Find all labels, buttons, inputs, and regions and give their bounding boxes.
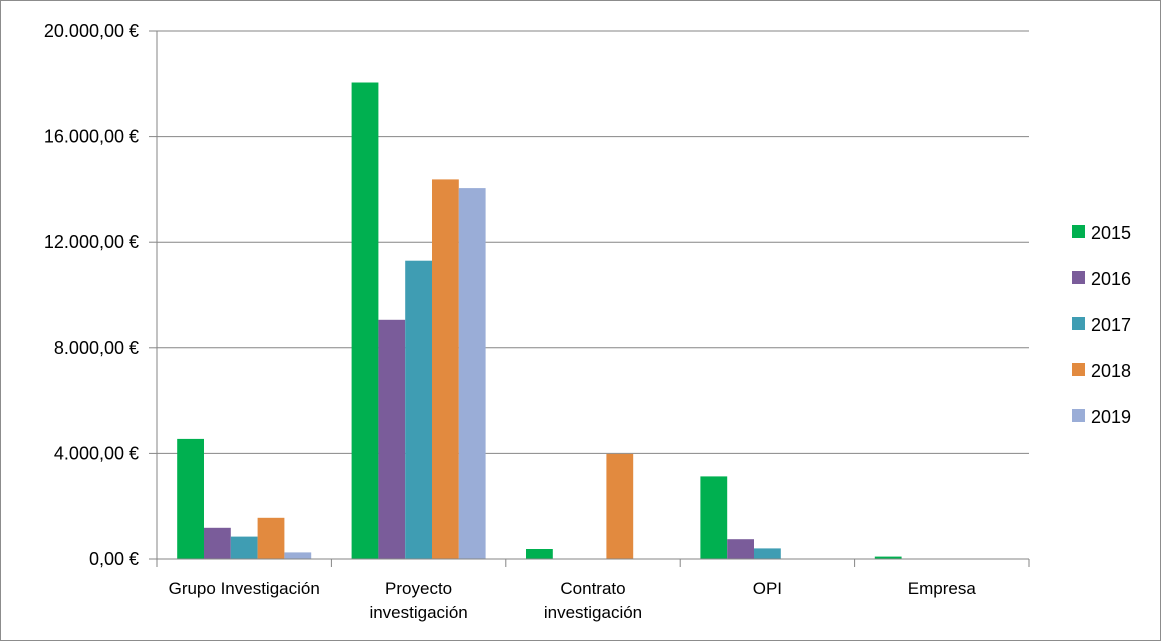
x-category-label: OPI	[753, 579, 782, 598]
bar-2019	[458, 188, 486, 559]
legend-label: 2016	[1091, 269, 1131, 289]
bar-2016	[727, 539, 754, 559]
y-tick-label: 8.000,00 €	[54, 338, 139, 358]
bar-2015	[177, 438, 204, 559]
bars	[177, 82, 902, 559]
x-category-label: Grupo Investigación	[169, 579, 320, 598]
bar-2015	[526, 549, 553, 559]
y-tick-label: 12.000,00 €	[44, 232, 139, 252]
bar-2015	[351, 82, 379, 559]
legend-swatch	[1072, 363, 1085, 376]
legend-label: 2017	[1091, 315, 1131, 335]
x-category-label: Empresa	[908, 579, 977, 598]
bar-2019	[284, 552, 312, 559]
bar-2016	[204, 527, 231, 559]
x-category-label: investigación	[544, 603, 642, 622]
legend-swatch	[1072, 225, 1085, 238]
bar-2017	[230, 536, 258, 559]
legend-label: 2019	[1091, 407, 1131, 427]
bar-2017	[754, 548, 781, 559]
x-category-label: investigación	[369, 603, 467, 622]
x-category-label: Contrato	[560, 579, 625, 598]
x-category-label: Proyecto	[385, 579, 452, 598]
legend-swatch	[1072, 317, 1085, 330]
legend-swatch	[1072, 271, 1085, 284]
bar-2018	[606, 453, 634, 559]
gridlines	[157, 30, 1029, 454]
y-tick-label: 20.000,00 €	[44, 21, 139, 41]
legend-label: 2015	[1091, 223, 1131, 243]
y-tick-label: 4.000,00 €	[54, 443, 139, 463]
y-tick-label: 16.000,00 €	[44, 127, 139, 147]
legend-label: 2018	[1091, 361, 1131, 381]
y-tick-label: 0,00 €	[89, 549, 139, 569]
bar-2017	[405, 260, 432, 559]
legend-swatch	[1072, 409, 1085, 422]
bar-2016	[378, 319, 406, 559]
bar-2018	[432, 179, 459, 559]
legend: 2015 2016 2017 2018 2019	[1072, 223, 1131, 427]
bar-2015	[874, 556, 902, 559]
axes: 0,00 € 4.000,00 € 8.000,00 € 12.000,00 € 16.…	[44, 21, 1030, 622]
bar-2015	[700, 476, 728, 559]
bar-2018	[257, 517, 285, 559]
